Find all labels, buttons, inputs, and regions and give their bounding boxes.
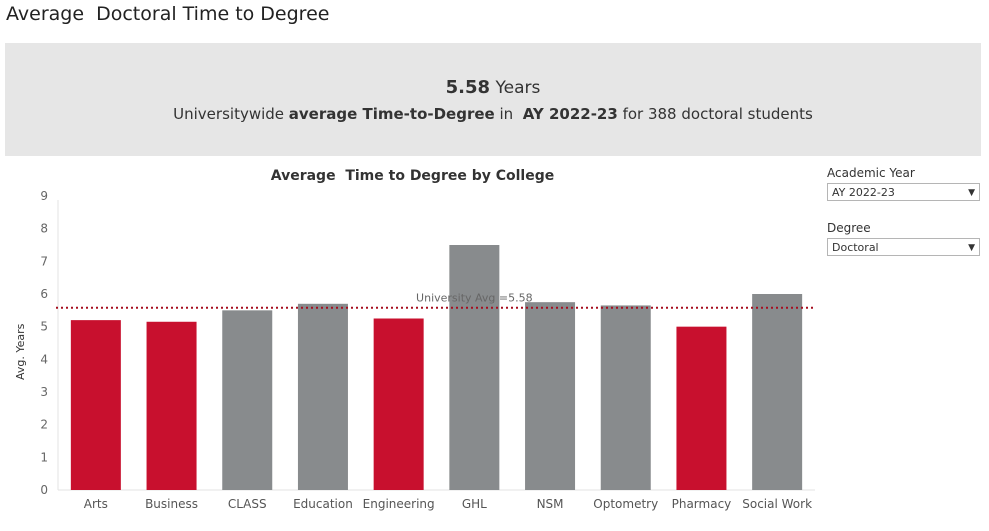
y-tick-label: 5: [40, 320, 48, 334]
x-tick-label: Pharmacy: [672, 497, 732, 511]
summary-unit: Years: [490, 78, 541, 98]
x-tick-label: Engineering: [363, 497, 435, 511]
x-tick-label: Education: [293, 497, 353, 511]
bar: [449, 245, 500, 490]
x-tick-label: GHL: [462, 497, 487, 511]
x-tick-label: CLASS: [228, 497, 267, 511]
bar: [70, 320, 121, 490]
summary-headline: 5.58 Years: [5, 77, 981, 98]
x-tick-label: Arts: [84, 497, 108, 511]
summary-text-c: in: [494, 105, 523, 123]
y-tick-label: 4: [40, 352, 48, 366]
bar: [600, 305, 651, 490]
bar: [676, 326, 727, 490]
bar: [146, 321, 197, 490]
y-tick-label: 2: [40, 418, 48, 432]
summary-description: Universitywide average Time-to-Degree in…: [5, 105, 981, 123]
y-tick-label: 8: [40, 222, 48, 236]
y-tick-label: 9: [40, 189, 48, 203]
reference-line-label: University Avg =5.58: [416, 292, 533, 305]
y-tick-label: 0: [40, 483, 48, 497]
summary-text-a: Universitywide: [173, 105, 289, 123]
academic-year-label: Academic Year: [827, 166, 915, 180]
summary-text-e: for 388 doctoral students: [617, 105, 813, 123]
summary-banner: 5.58 Years Universitywide average Time-t…: [5, 43, 981, 156]
chevron-down-icon: ▼: [968, 243, 975, 253]
x-tick-label: Business: [145, 497, 198, 511]
academic-year-select[interactable]: AY 2022-23 ▼: [827, 183, 980, 201]
degree-value: Doctoral: [832, 241, 879, 254]
chevron-down-icon: ▼: [968, 188, 975, 198]
bar: [297, 303, 348, 490]
academic-year-value: AY 2022-23: [832, 186, 895, 199]
y-tick-label: 7: [40, 254, 48, 268]
y-tick-label: 3: [40, 385, 48, 399]
degree-select[interactable]: Doctoral ▼: [827, 238, 980, 256]
summary-text-b: average Time-to-Degree: [288, 105, 495, 123]
bar: [373, 318, 424, 490]
x-tick-label: Social Work: [742, 497, 812, 511]
y-tick-label: 6: [40, 287, 48, 301]
bar: [752, 294, 803, 490]
x-tick-label: NSM: [537, 497, 564, 511]
degree-label: Degree: [827, 221, 871, 235]
x-tick-label: Optometry: [593, 497, 658, 511]
bar: [222, 310, 273, 490]
page-title: Average Doctoral Time to Degree: [6, 3, 330, 25]
bar: [525, 302, 576, 490]
chart-title: Average Time to Degree by College: [270, 168, 555, 184]
y-tick-label: 1: [40, 450, 48, 464]
summary-text-d: AY 2022-23: [522, 105, 618, 123]
degree-filter: Degree Doctoral ▼: [827, 221, 980, 256]
summary-value: 5.58: [445, 77, 491, 98]
academic-year-filter: Academic Year AY 2022-23 ▼: [827, 166, 980, 201]
